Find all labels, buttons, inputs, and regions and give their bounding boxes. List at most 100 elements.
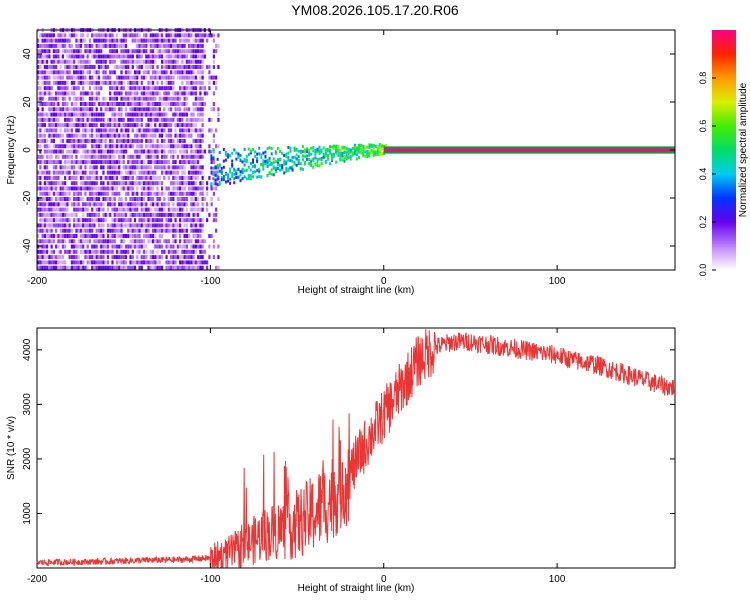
spectrogram-cell <box>165 170 168 175</box>
spectrogram-cell <box>324 159 327 163</box>
spectrogram-cell <box>109 160 112 165</box>
spectrogram-cell <box>118 144 121 149</box>
spectrogram-cell <box>64 191 67 196</box>
spectrogram-cell <box>41 160 44 165</box>
spectrogram-cell <box>147 239 150 244</box>
spectrogram-cell <box>84 170 87 175</box>
spectrogram-cell <box>160 144 164 149</box>
spectrogram-cell <box>127 138 130 143</box>
spectrogram-cell <box>79 175 83 180</box>
spectrogram-cell <box>50 86 53 91</box>
spectrogram-cell <box>91 149 94 154</box>
spectrogram-cell <box>109 197 112 202</box>
spectrogram-cell <box>138 212 141 217</box>
spectrogram-cell <box>158 175 161 180</box>
spectrogram-cell <box>127 128 130 133</box>
spectrogram-cell <box>91 138 94 143</box>
spectrogram-cell <box>48 191 51 196</box>
spectrogram-cell <box>194 59 197 64</box>
spectrogram-cell <box>66 170 69 175</box>
spectrogram-cell <box>131 165 134 170</box>
spectrogram-cell <box>68 239 71 244</box>
spectrogram-cell <box>176 228 179 233</box>
spectrogram-cell <box>163 128 166 133</box>
spectrogram-cell <box>82 260 85 265</box>
spectrogram-cell <box>156 239 159 244</box>
spectrogram-cell <box>318 151 321 155</box>
spectrogram-cell <box>136 123 139 128</box>
spectrogram-cell <box>301 145 304 149</box>
spectrogram-cell <box>37 154 40 159</box>
spectrogram-cell <box>46 49 49 54</box>
spectrogram-cell <box>345 157 348 161</box>
spectrogram-cell <box>183 107 186 112</box>
spectrogram-cell <box>43 181 46 186</box>
spectrogram-cell <box>111 112 114 117</box>
spectrogram-cell <box>64 207 67 212</box>
spectrogram-cell <box>149 91 152 96</box>
spectrogram-cell <box>149 170 152 175</box>
spectrogram-cell <box>97 49 101 54</box>
spectrogram-cell <box>349 148 352 152</box>
spectrogram-cell <box>73 175 76 180</box>
spectrogram-cell <box>37 202 40 207</box>
spectrogram-cell <box>197 228 200 233</box>
spectrogram-cell <box>337 145 340 149</box>
spectrogram-cell <box>136 165 139 170</box>
spectrogram-cell <box>183 202 186 207</box>
spectrogram-cell <box>188 38 191 43</box>
spectrogram-cell <box>212 177 215 181</box>
spectrogram-cell <box>50 181 53 186</box>
spectrogram-cell <box>82 138 85 143</box>
spectrogram-cell <box>93 191 96 196</box>
spectrogram-cell <box>167 260 170 265</box>
spectrogram-cell <box>57 80 60 85</box>
spectrogram-cell <box>52 239 55 244</box>
spectrogram-cell <box>328 151 331 155</box>
spectrogram-cell <box>79 234 83 238</box>
spectrogram-cell <box>192 117 195 122</box>
spectrogram-cell <box>262 151 265 155</box>
spectrogram-cell <box>145 86 148 91</box>
spectrogram-cell <box>201 96 204 101</box>
y-tick-label: 0 <box>22 147 33 153</box>
spectrogram-cell <box>41 170 44 175</box>
spectrogram-cell <box>48 38 51 43</box>
spectrogram-cell <box>293 146 296 150</box>
spectrogram-cell <box>46 59 49 64</box>
spectrogram-cell <box>91 191 94 196</box>
spectrogram-cell <box>306 150 309 154</box>
spectrogram-cell <box>59 128 62 133</box>
spectrogram-cell <box>61 91 64 96</box>
spectrogram-cell <box>243 157 246 161</box>
spectrogram-cell <box>106 43 110 48</box>
spectrogram-cell <box>192 91 195 96</box>
spectrogram-cell <box>326 155 329 159</box>
spectrogram-cell <box>57 149 60 154</box>
spectrogram-cell <box>231 159 234 163</box>
spectrogram-cell <box>149 160 152 165</box>
spectrogram-cell <box>345 152 348 156</box>
spectrogram-cell <box>48 80 51 85</box>
spectrogram-cell <box>140 86 143 91</box>
spectrogram-cell <box>274 150 277 154</box>
spectrogram-cell <box>113 54 116 59</box>
spectrogram-cell <box>131 212 134 217</box>
spectrogram-cell <box>136 249 139 254</box>
spectrogram-cell <box>185 80 188 85</box>
spectrogram-cell <box>156 191 159 196</box>
spectrogram-cell <box>84 186 87 191</box>
spectrogram-cell <box>147 197 150 202</box>
spectrogram-cell <box>86 149 89 154</box>
spectrogram-cell <box>66 165 69 170</box>
spectrogram-cell <box>95 33 98 38</box>
spectrogram-cell <box>52 260 55 265</box>
spectrogram-cell <box>349 157 352 161</box>
spectrogram-cell <box>199 33 202 38</box>
spectrogram-cell <box>120 144 123 149</box>
spectrogram-cell <box>258 152 261 156</box>
spectrogram-cell <box>59 112 62 117</box>
spectrogram-cell <box>37 102 40 106</box>
spectrogram-cell <box>59 212 62 217</box>
spectrogram-cell <box>77 170 80 175</box>
